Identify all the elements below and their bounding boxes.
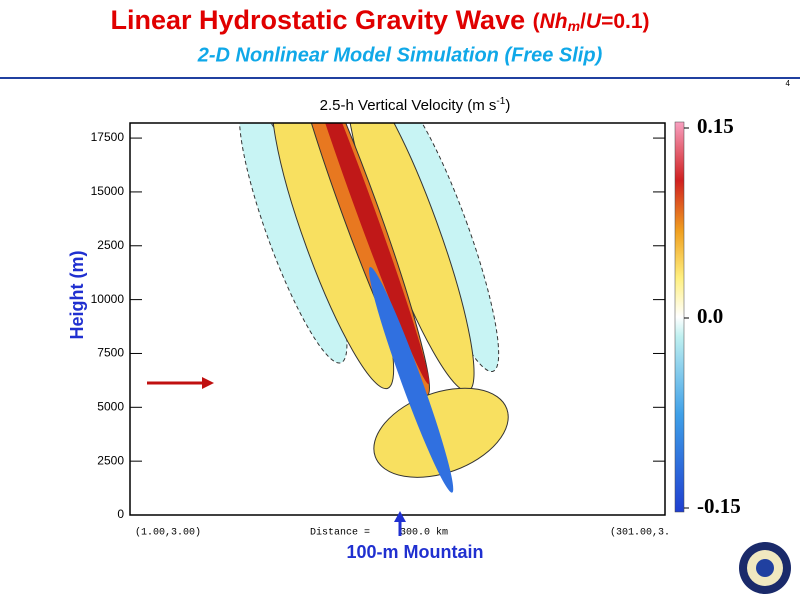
mountain-arrow-head bbox=[394, 511, 406, 522]
flow-arrow-head bbox=[202, 377, 214, 389]
x-right-label: (301.00,3. bbox=[610, 527, 670, 539]
logo bbox=[739, 542, 791, 594]
colorbar-label: -0.15 bbox=[697, 494, 741, 518]
slide-subtitle: 2-D Nonlinear Model Simulation (Free Sli… bbox=[197, 44, 603, 66]
y-tick-label: 15000 bbox=[91, 184, 125, 198]
y-tick-label: 2500 bbox=[97, 453, 124, 467]
plot-title: 2.5-h Vertical Velocity (m s-1) bbox=[320, 96, 511, 114]
slide-title: Linear Hydrostatic Gravity Wave (Nhm/U=0… bbox=[110, 5, 649, 35]
colorbar-label: 0.15 bbox=[697, 114, 734, 138]
colorbar bbox=[674, 121, 685, 513]
mountain-label: 100-m Mountain bbox=[346, 542, 483, 562]
contour-field bbox=[238, 123, 509, 493]
y-tick-label: 2500 bbox=[97, 238, 124, 252]
plot-frame bbox=[129, 122, 666, 516]
y-tick-label: 7500 bbox=[97, 346, 124, 360]
y-tick-label: 17500 bbox=[91, 130, 125, 144]
y-axis-label: Height (m) bbox=[67, 251, 87, 340]
x-left-label: (1.00,3.00) bbox=[135, 527, 201, 539]
colorbar-label: 0.0 bbox=[697, 304, 723, 328]
y-tick-label: 5000 bbox=[97, 399, 124, 413]
page-number: 4 bbox=[786, 79, 791, 88]
y-tick-label: 0 bbox=[117, 507, 124, 521]
y-tick-label: 10000 bbox=[91, 292, 125, 306]
x-center-label: Distance = 300.0 km bbox=[310, 527, 448, 539]
